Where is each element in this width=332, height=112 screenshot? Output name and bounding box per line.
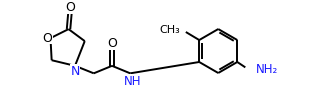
Text: O: O [107,37,117,50]
Text: O: O [65,1,75,14]
Text: N: N [70,65,80,78]
Text: NH₂: NH₂ [256,63,278,75]
Text: CH₃: CH₃ [159,25,180,35]
Text: NH: NH [124,75,142,88]
Text: O: O [42,31,52,44]
